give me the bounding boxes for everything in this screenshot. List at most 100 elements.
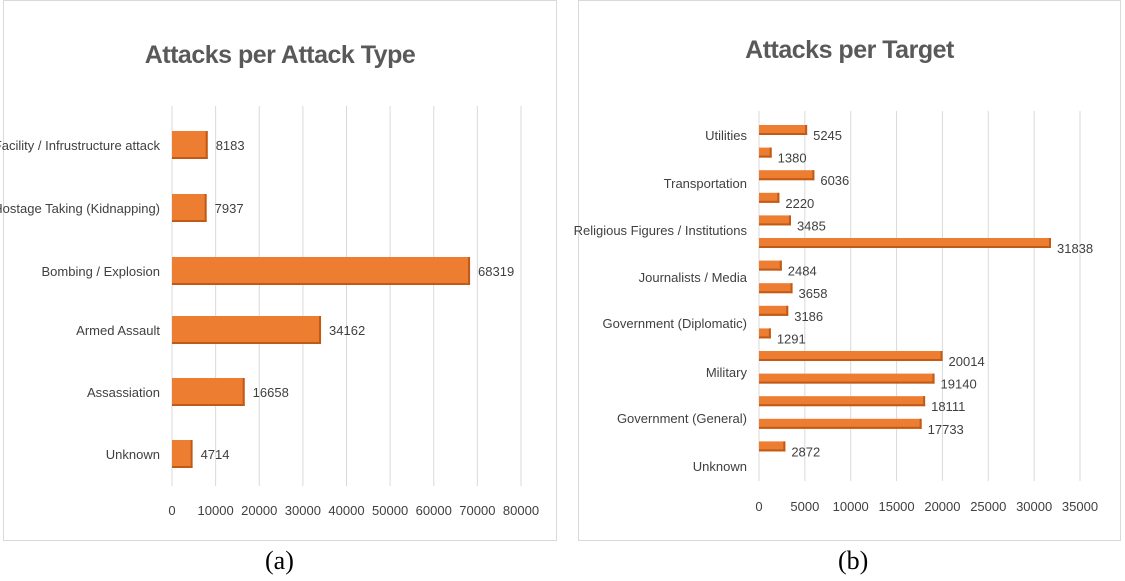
x-tick-label: 15000 (878, 499, 914, 514)
bar-shade (172, 466, 193, 468)
bar (759, 328, 771, 339)
data-label: 20014 (949, 354, 985, 369)
bar-shade (759, 313, 789, 316)
y-tick-label: Religious Figures / Institutions (574, 223, 748, 238)
bar-shade (759, 381, 935, 384)
bar-edge (812, 170, 815, 181)
bar-edge (919, 418, 922, 429)
x-tick-label: 30000 (1016, 499, 1052, 514)
bar (759, 215, 791, 226)
bar-shade (759, 268, 782, 271)
bar-shade (759, 155, 772, 158)
bar (172, 257, 471, 285)
bar (172, 440, 193, 468)
data-label: 31838 (1057, 241, 1093, 256)
bar-edge (783, 441, 786, 452)
chart-title-attack-type: Attacks per Attack Type (144, 41, 416, 69)
bar-shade (759, 426, 922, 429)
y-tick-label: Armed Assault (76, 323, 160, 338)
y-tick-label: Unknown (106, 447, 160, 462)
bar-edge (932, 373, 935, 384)
x-tick-label: 40000 (328, 503, 364, 518)
y-tick-label: Government (Diplomatic) (603, 316, 748, 331)
y-tick-label: Journalists / Media (639, 270, 748, 285)
chart-svg-attack-type: 0 10000 20000 30000 40000 50000 60000 70000 8000… (0, 106, 539, 518)
bar-edge (1049, 238, 1051, 248)
y-tick-label: Bombing / Explosion (41, 264, 160, 279)
bar-shade (759, 359, 943, 361)
data-label: 17733 (928, 422, 964, 437)
bar-shade (759, 336, 771, 339)
data-label: 3485 (797, 218, 826, 233)
bar (759, 441, 786, 452)
x-tick-label: 35000 (1062, 499, 1098, 514)
x-tick-label: 5000 (790, 499, 819, 514)
bar-edge (768, 328, 771, 339)
x-tick-label: 80000 (503, 503, 539, 518)
bar (759, 418, 922, 429)
bar-shade (172, 157, 208, 159)
bar-edge (319, 316, 322, 344)
bar-edge (940, 351, 943, 361)
data-label: 4714 (201, 447, 230, 462)
bar (759, 260, 782, 271)
bar-edge (242, 378, 245, 406)
data-label: 68319 (478, 264, 514, 279)
bar (172, 131, 208, 159)
bar (172, 194, 207, 222)
bar-shade (172, 220, 207, 222)
bar-edge (805, 125, 808, 135)
bar-shade (759, 246, 1051, 248)
bar-edge (786, 305, 789, 316)
bar (759, 351, 943, 361)
x-tick-label: 20000 (924, 499, 960, 514)
bar (759, 396, 926, 407)
bar-shade (759, 178, 815, 181)
data-label: 5245 (813, 128, 842, 143)
data-label: 16658 (253, 385, 289, 400)
bar-shade (172, 404, 245, 406)
bar-edge (468, 257, 471, 285)
bar-edge (204, 194, 207, 222)
bar-edge (790, 283, 793, 294)
bar-shade (172, 283, 471, 285)
data-label: 2484 (788, 264, 817, 279)
bar (759, 192, 780, 203)
data-label: 6036 (820, 173, 849, 188)
bar-shade (172, 342, 322, 344)
chart-panel-target: Attacks per Target 0 5000 10000 15000 20000 2… (574, 0, 1121, 541)
x-tick-label: 10000 (198, 503, 234, 518)
data-label: 19140 (941, 377, 977, 392)
x-tick-label: 10000 (833, 499, 869, 514)
data-label: 2220 (785, 196, 814, 211)
data-label: 34162 (329, 323, 365, 338)
x-tick-label: 0 (755, 499, 762, 514)
bar (759, 283, 793, 294)
bar (172, 316, 322, 344)
chart-svg-target: 0 5000 10000 15000 20000 25000 30000 35000 5245 1… (574, 111, 1098, 514)
data-label: 8183 (216, 138, 245, 153)
data-label: 1380 (778, 151, 807, 166)
x-tick-label: 70000 (459, 503, 495, 518)
y-tick-label: Facility / Infrustructure attack (0, 138, 160, 153)
y-tick-label: Government (General) (617, 411, 747, 426)
bar-shade (759, 404, 926, 407)
bar (759, 238, 1051, 248)
y-tick-label: Utilities (705, 128, 747, 143)
bar (759, 305, 789, 316)
bar-shade (759, 223, 791, 226)
bar (759, 125, 808, 135)
bar (759, 170, 815, 181)
x-tick-label: 25000 (970, 499, 1006, 514)
x-tick-label: 20000 (241, 503, 277, 518)
x-tick-label: 0 (168, 503, 175, 518)
bar-edge (777, 192, 780, 203)
y-tick-label: Military (706, 365, 748, 380)
data-label: 2872 (791, 444, 820, 459)
bar-shade (759, 291, 793, 294)
caption-b: (b) (838, 546, 869, 575)
caption-a: (a) (265, 546, 294, 575)
data-label: 18111 (931, 399, 965, 414)
data-label: 7937 (215, 201, 244, 216)
bar-shade (759, 449, 786, 452)
